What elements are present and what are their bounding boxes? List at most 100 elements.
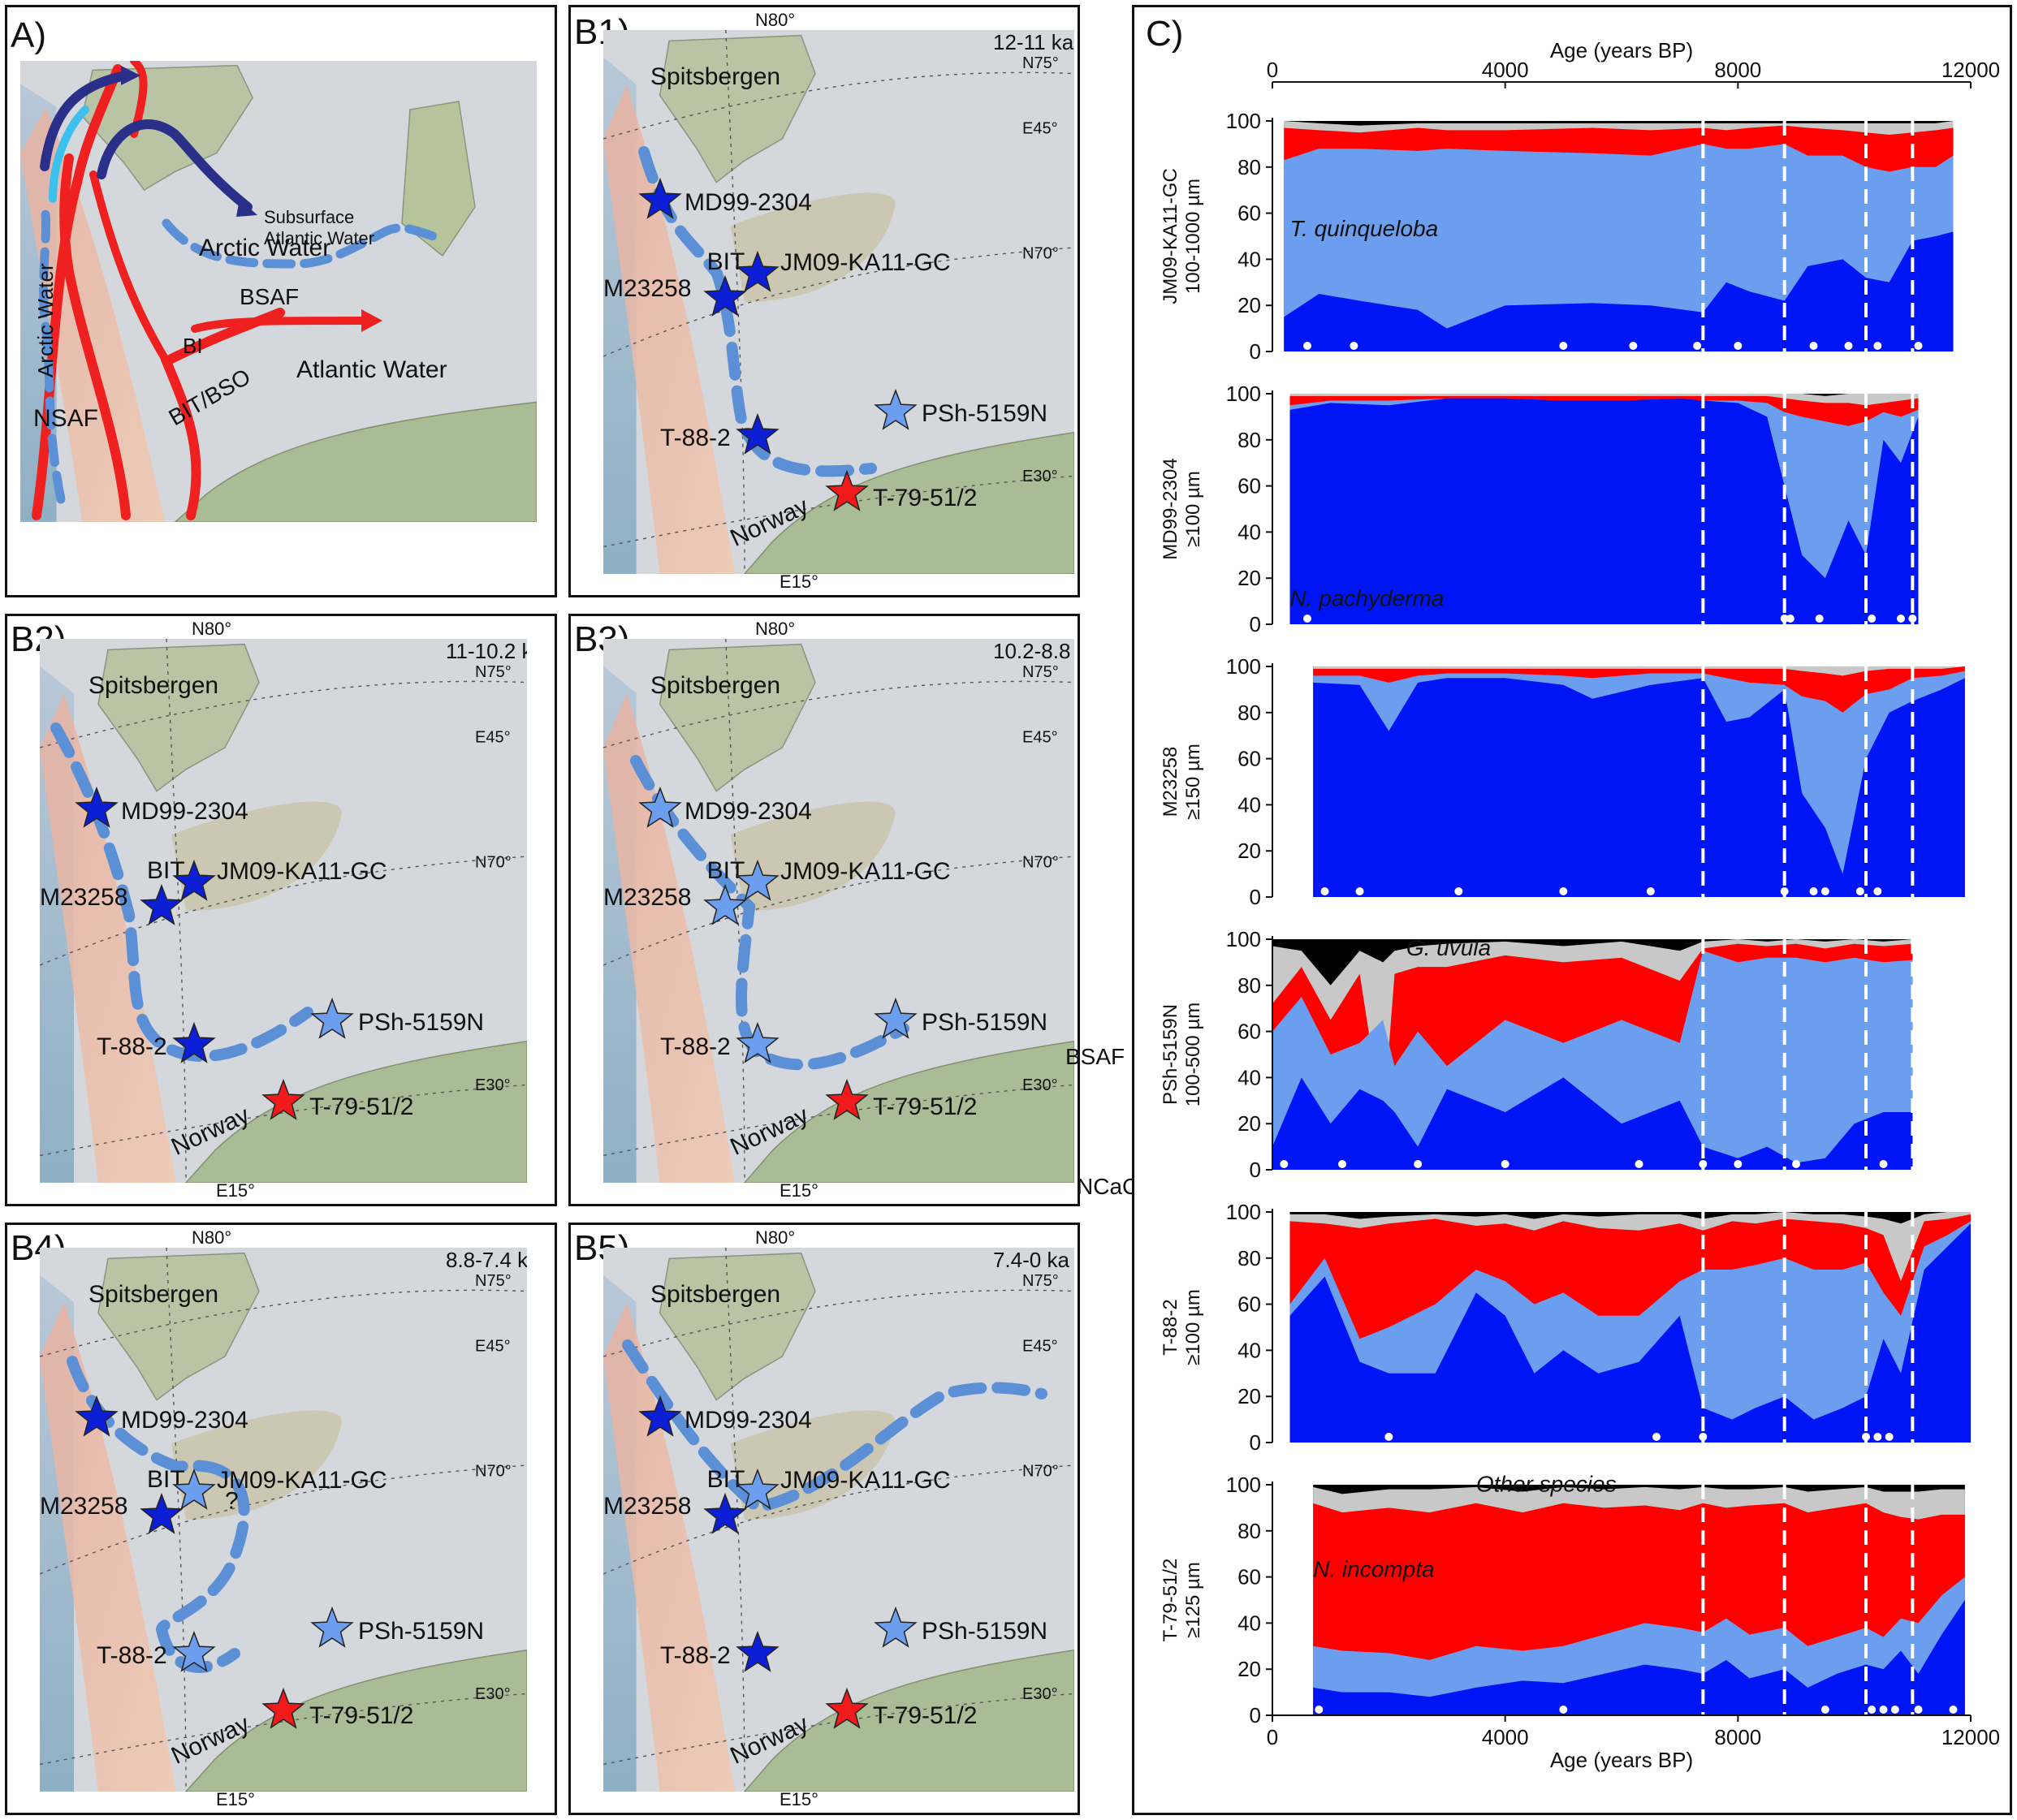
dating-point (1809, 887, 1818, 895)
layer-n-pachyderma (1313, 678, 1965, 897)
outside-label-ncac: NCaC (1077, 1174, 1139, 1199)
dating-point (1384, 1433, 1393, 1441)
core-name-label: M23258 (1160, 747, 1181, 817)
label-period: 7.4-0 ka BP (993, 1248, 1074, 1272)
norway-land (174, 401, 537, 522)
core-star (874, 1606, 918, 1648)
core-star (172, 859, 216, 901)
core-star (140, 1492, 184, 1534)
gridline-e15 (725, 30, 745, 574)
arctic-current (49, 106, 89, 203)
core-label: T-79-51/2 (873, 1702, 977, 1729)
core-label: JM09-KA11-GC (780, 858, 951, 885)
label-period: 11-10.2 ka BP (446, 639, 527, 663)
label-e45: E45° (1022, 1337, 1058, 1355)
y-tick-label: 20 (1237, 293, 1261, 317)
novaya-zemlya-land (401, 101, 476, 257)
core-star (638, 177, 682, 219)
core-panel: 0 20 40 60 80 100 T-88-2 ≥100 µm (1160, 1200, 1971, 1455)
norway-land (744, 1041, 1074, 1183)
bottom-x-tick-label: 4000 (1482, 1725, 1529, 1749)
core-label: T-88-2 (97, 1642, 167, 1669)
dating-point (1855, 887, 1864, 895)
gridline-n75 (40, 1289, 527, 1357)
core-star (825, 1078, 869, 1120)
core-star (874, 388, 918, 430)
core-name-label: MD99-2304 (1160, 458, 1181, 559)
dating-point (1897, 615, 1905, 623)
polar-front (638, 146, 877, 477)
gridline-e15 (725, 1248, 745, 1792)
core-label: PSh-5159N (358, 1009, 484, 1036)
core-star (736, 250, 780, 292)
y-tick-label: 20 (1237, 1111, 1261, 1136)
label-n75: N75° (475, 663, 512, 681)
label-spitsbergen: Spitsbergen (650, 63, 780, 90)
dating-point (1786, 615, 1795, 623)
core-label: PSh-5159N (358, 1618, 484, 1645)
core-star (310, 1606, 354, 1648)
core-star (261, 1687, 305, 1729)
dating-point (1868, 615, 1877, 623)
label-bit: BIT (707, 1466, 745, 1493)
core-star (638, 786, 682, 828)
dating-point (1629, 342, 1638, 350)
core-star (75, 1395, 119, 1437)
dating-point (1780, 887, 1789, 895)
label-period: 10.2-8.8 ka BP (993, 639, 1074, 663)
core-label: M23258 (603, 884, 691, 911)
dating-point (1879, 1706, 1888, 1714)
core-star (825, 1687, 869, 1729)
core-label: PSh-5159N (922, 1618, 1047, 1645)
label-n75: N75° (1022, 663, 1059, 681)
dating-point (1820, 1706, 1829, 1714)
dating-point (1792, 1160, 1800, 1168)
dating-point (1559, 1706, 1568, 1714)
bit-area (171, 801, 342, 911)
gridline-e30 (603, 475, 1074, 548)
core-star (736, 1021, 780, 1063)
label-nsaf: NSAF (33, 405, 98, 432)
panel-a-map: Subsurface Atlantic Water Arctic Water BSAF… (20, 61, 537, 522)
continental-slope (603, 1302, 736, 1792)
y-tick-label: 60 (1237, 747, 1261, 771)
label-e30: E30° (475, 1685, 511, 1703)
label-bsaf: BSAF (240, 284, 299, 309)
core-fraction-label: ≥100 µm (1182, 471, 1204, 547)
core-label: MD99-2304 (685, 1407, 812, 1434)
y-tick-label: 20 (1237, 839, 1261, 863)
dating-point (1315, 1706, 1324, 1714)
species-annotation: N. pachyderma (1290, 585, 1445, 610)
y-tick-label: 0 (1250, 1158, 1261, 1182)
core-star (172, 1021, 216, 1063)
label-n70: N70° (475, 853, 512, 871)
norway-land (184, 1650, 527, 1792)
norway-land (184, 1041, 527, 1183)
core-panel: 0 20 40 60 80 100 M23258 ≥150 µm (1160, 654, 1965, 909)
dating-point (1954, 342, 1963, 350)
label-subsurface-1: Subsurface (264, 207, 354, 227)
label-subsurface-2: Atlantic Water (264, 228, 374, 248)
label-e30: E30° (1022, 1076, 1058, 1094)
norway-land (744, 1650, 1074, 1792)
y-tick-label: 40 (1237, 247, 1261, 271)
bottom-x-tick-label: 8000 (1714, 1725, 1761, 1749)
core-star (703, 274, 747, 317)
core-label: MD99-2304 (685, 189, 812, 216)
gridline-e30 (603, 1084, 1074, 1157)
core-label: MD99-2304 (121, 798, 248, 825)
y-tick-label: 80 (1237, 428, 1261, 452)
label-period: 12-11 ka BP (993, 30, 1074, 54)
gridline-e30 (40, 1084, 527, 1157)
bit-area (730, 192, 896, 302)
dating-point (1646, 887, 1655, 895)
y-tick-label: 60 (1237, 1565, 1261, 1589)
core-name-label: PSh-5159N (1160, 1004, 1181, 1105)
label-n70: N70° (475, 1462, 512, 1480)
core-label: JM09-KA11-GC (780, 249, 951, 276)
y-tick-label: 0 (1250, 885, 1261, 909)
dating-point (1635, 1160, 1643, 1168)
